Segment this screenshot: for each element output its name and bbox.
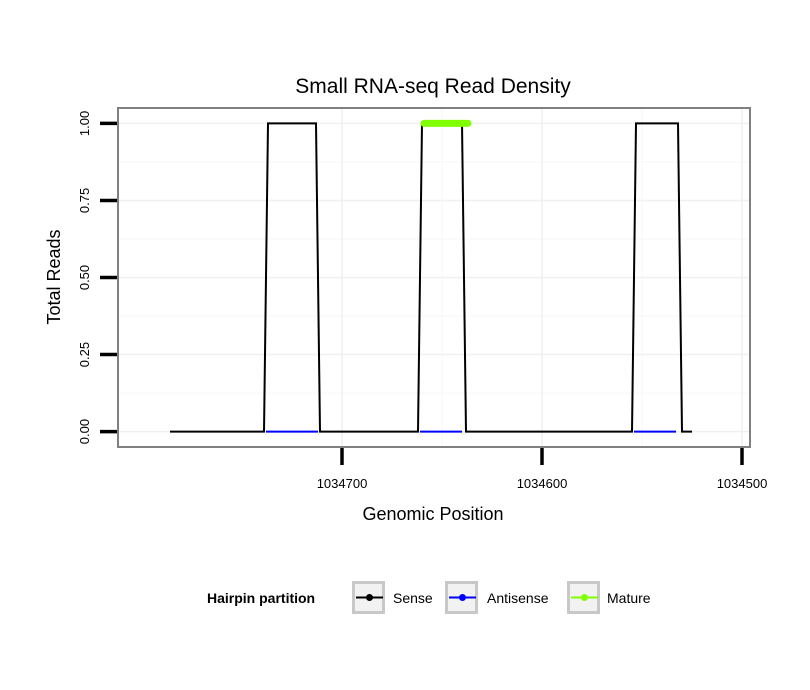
legend-key-mature-point: [581, 594, 588, 601]
chart-title: Small RNA-seq Read Density: [295, 75, 571, 98]
y-tick-label: 0.25: [77, 342, 92, 367]
legend-key-sense-point: [366, 594, 373, 601]
legend-label-sense: Sense: [393, 590, 433, 606]
plot-panel-border: [117, 107, 751, 448]
legend-label-antisense: Antisense: [487, 590, 549, 606]
y-tick-label: 0.50: [77, 265, 92, 290]
legend-title: Hairpin partition: [207, 590, 315, 606]
axes: 0.00 0.25 0.50 0.75 1.00 1034700 1034600 103450…: [77, 111, 767, 491]
grid-lines: [118, 108, 750, 447]
y-tick-label: 1.00: [77, 111, 92, 136]
y-tick-label: 0.00: [77, 419, 92, 444]
x-tick-label: 1034500: [717, 476, 768, 491]
legend: Hairpin partition Sense Antisense Mature: [207, 581, 651, 614]
legend-label-mature: Mature: [607, 590, 651, 606]
series-lines: [170, 119, 692, 433]
legend-key-antisense-point: [459, 594, 466, 601]
y-tick-label: 0.75: [77, 188, 92, 213]
x-axis-title: Genomic Position: [362, 504, 503, 524]
y-axis-title: Total Reads: [44, 229, 64, 324]
x-tick-label: 1034600: [517, 476, 568, 491]
x-tick-label: 1034700: [317, 476, 368, 491]
